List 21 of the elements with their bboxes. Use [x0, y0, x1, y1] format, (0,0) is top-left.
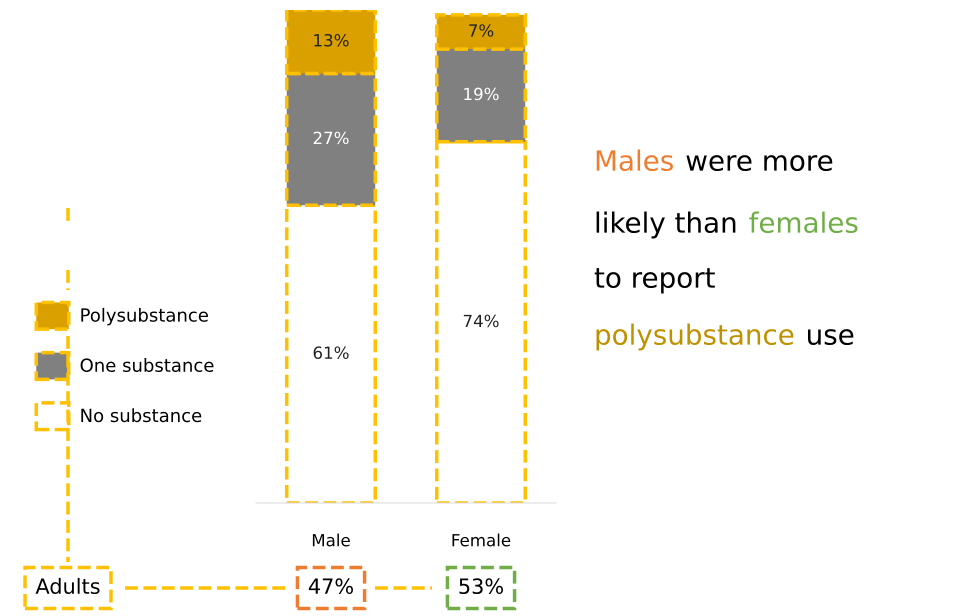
text: females	[749, 212, 858, 234]
data-label: 19%	[464, 88, 499, 100]
data-label: 61%	[314, 346, 349, 359]
legend-label: Polysubstance	[81, 308, 208, 326]
data-label: 7%	[469, 24, 494, 37]
text: were more	[686, 155, 832, 172]
text: 47%	[308, 578, 354, 594]
text: 53%	[459, 578, 504, 594]
data-label: 27%	[314, 132, 349, 144]
text: use	[808, 329, 854, 346]
x-tick-label: Female	[452, 534, 510, 546]
data-label: 74%	[464, 314, 499, 328]
text: polysubstance	[596, 324, 794, 350]
x-tick-label: Male	[312, 534, 350, 546]
data-label: 13%	[314, 34, 349, 47]
legend-label: No substance	[81, 408, 202, 422]
text: likely than	[596, 212, 736, 238]
text: to report	[594, 268, 715, 294]
legend-label: One substance	[80, 358, 214, 372]
text: Males	[596, 150, 673, 172]
text: Adults	[36, 578, 100, 594]
